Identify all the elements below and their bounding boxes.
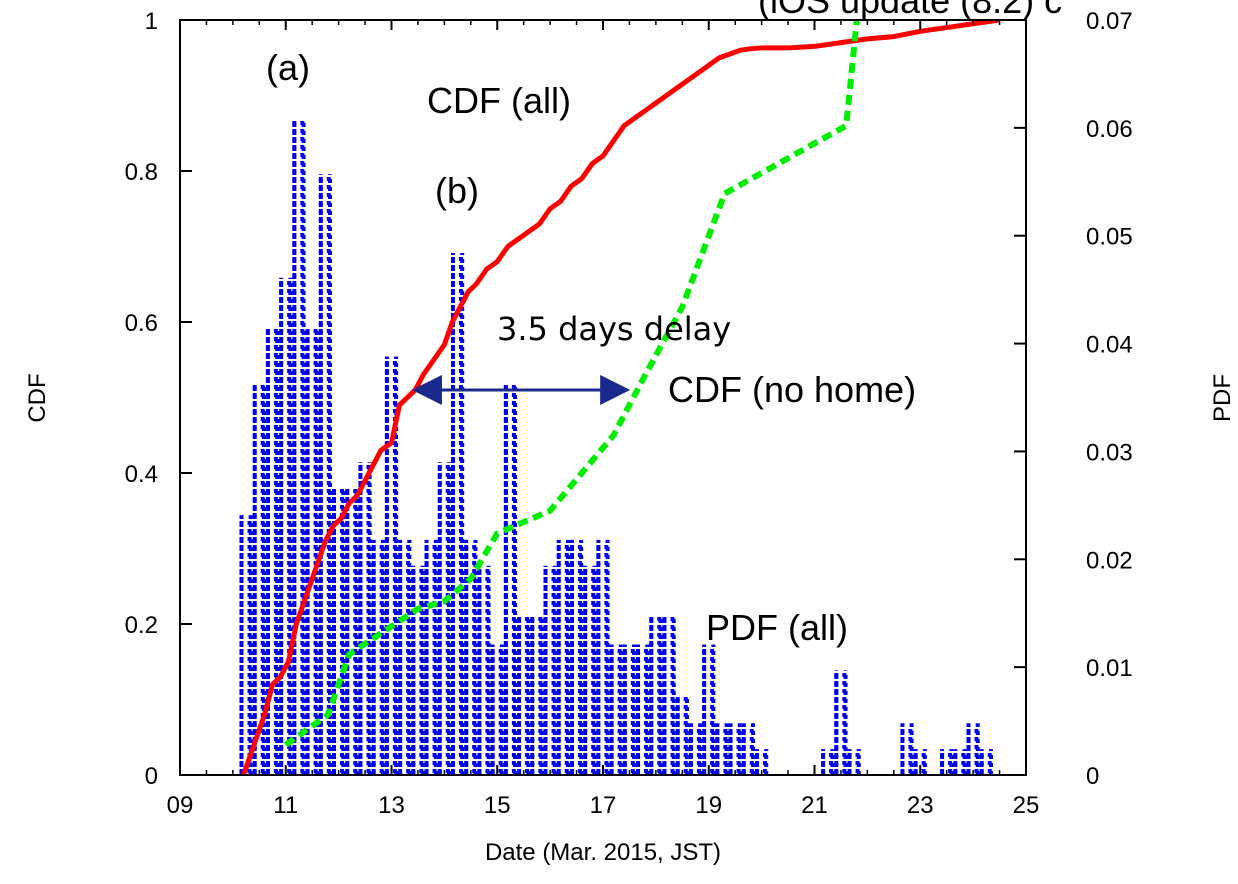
pdf-bar	[477, 565, 491, 775]
pdf-bar	[728, 723, 742, 775]
chart-title: (iOS update (8.2) c	[758, 0, 1062, 21]
pdf-bar	[622, 644, 637, 775]
pdf-bar	[583, 565, 597, 775]
pdf-bar	[279, 277, 293, 775]
annotation-a: (a)	[266, 47, 310, 88]
pdf-bar	[966, 723, 980, 775]
x-tick-label: 17	[590, 792, 617, 819]
label-pdf-all: PDF (all)	[706, 607, 848, 648]
y2-tick-label: 0.05	[1086, 224, 1133, 251]
y-axis-left: 0 0.2 0.4 0.6 0.8 1	[125, 8, 192, 790]
pdf-bar	[596, 539, 610, 775]
pdf-bar	[239, 515, 253, 775]
y2-tick-label: 0.02	[1086, 547, 1133, 574]
pdf-bar	[332, 488, 346, 775]
cdf-lines	[241, 20, 1000, 775]
x-tick-label: 25	[1013, 792, 1040, 819]
pdf-bar	[715, 723, 729, 775]
pdf-bar	[913, 749, 927, 775]
pdf-bar	[953, 749, 967, 775]
pdf-bar	[636, 644, 650, 775]
pdf-bar	[556, 539, 570, 775]
pdf-bar	[450, 252, 465, 775]
pdf-bar	[662, 617, 676, 775]
pdf-bar	[424, 539, 438, 775]
pdf-bar	[979, 749, 993, 775]
y2-tick-label: 0.01	[1086, 655, 1133, 682]
pdf-bar	[900, 723, 914, 775]
y-tick-label: 0.4	[125, 461, 158, 488]
x-tick-label: 09	[167, 792, 194, 819]
y-axis-title: CDF	[24, 373, 51, 422]
pdf-bar	[318, 174, 333, 775]
pdf-bar	[345, 488, 359, 775]
pdf-bar	[741, 723, 756, 775]
x-tick-label: 11	[273, 792, 298, 819]
pdf-bar	[358, 462, 372, 775]
pdf-bar	[398, 539, 412, 775]
pdf-bar	[569, 539, 584, 775]
x-tick-label: 21	[801, 792, 828, 819]
pdf-bar	[543, 565, 557, 775]
pdf-bar	[490, 644, 504, 775]
x-axis: 09 11 13 15 17 19 21 23 25	[167, 20, 1040, 819]
x-tick-label: 13	[378, 792, 405, 819]
y-tick-label: 0.2	[125, 612, 158, 639]
x-axis-title: Date (Mar. 2015, JST)	[485, 839, 721, 866]
y-tick-label: 0	[145, 763, 158, 790]
pdf-bar	[530, 617, 544, 775]
pdf-bar	[940, 749, 954, 775]
pdf-bar	[755, 749, 769, 775]
pdf-bar	[834, 670, 848, 775]
y2-tick-label: 0.04	[1086, 332, 1133, 359]
pdf-bar	[292, 121, 306, 775]
y2-tick-label: 0.03	[1086, 439, 1133, 466]
y2-axis-title: PDF	[1209, 374, 1236, 422]
pdf-bar	[702, 644, 716, 775]
y2-tick-label: 0.07	[1086, 8, 1133, 35]
pdf-bar	[675, 696, 689, 775]
y2-tick-label: 0	[1086, 763, 1099, 790]
y-tick-label: 1	[145, 8, 158, 35]
pdf-bar	[609, 644, 623, 775]
pdf-bar	[847, 749, 861, 775]
x-tick-label: 19	[695, 792, 722, 819]
pdf-bar	[649, 617, 663, 775]
pdf-bar	[305, 329, 319, 775]
y-axis-right: 0 0.01 0.02 0.03 0.04 0.05 0.06 0.07	[1014, 8, 1133, 790]
pdf-bars	[239, 121, 993, 775]
label-cdf-no-home: CDF (no home)	[668, 369, 916, 410]
pdf-bar	[821, 749, 835, 775]
pdf-bar	[411, 565, 425, 775]
pdf-bar	[384, 356, 399, 775]
cdf-no-home-line	[284, 20, 860, 748]
pdf-bar	[688, 723, 703, 775]
x-tick-label: 23	[907, 792, 934, 819]
x-tick-label: 15	[484, 792, 511, 819]
label-delay: 3.5 days delay	[497, 310, 731, 348]
y-tick-label: 0.8	[125, 159, 158, 186]
y2-tick-label: 0.06	[1086, 116, 1133, 143]
pdf-bar	[503, 383, 518, 775]
label-cdf-all: CDF (all)	[427, 80, 571, 121]
pdf-bar	[371, 539, 385, 775]
cdf-all-line	[241, 20, 1000, 775]
y-tick-label: 0.6	[125, 310, 158, 337]
pdf-bar	[517, 617, 531, 775]
pdf-bar	[437, 462, 451, 775]
annotation-b: (b)	[435, 170, 479, 211]
